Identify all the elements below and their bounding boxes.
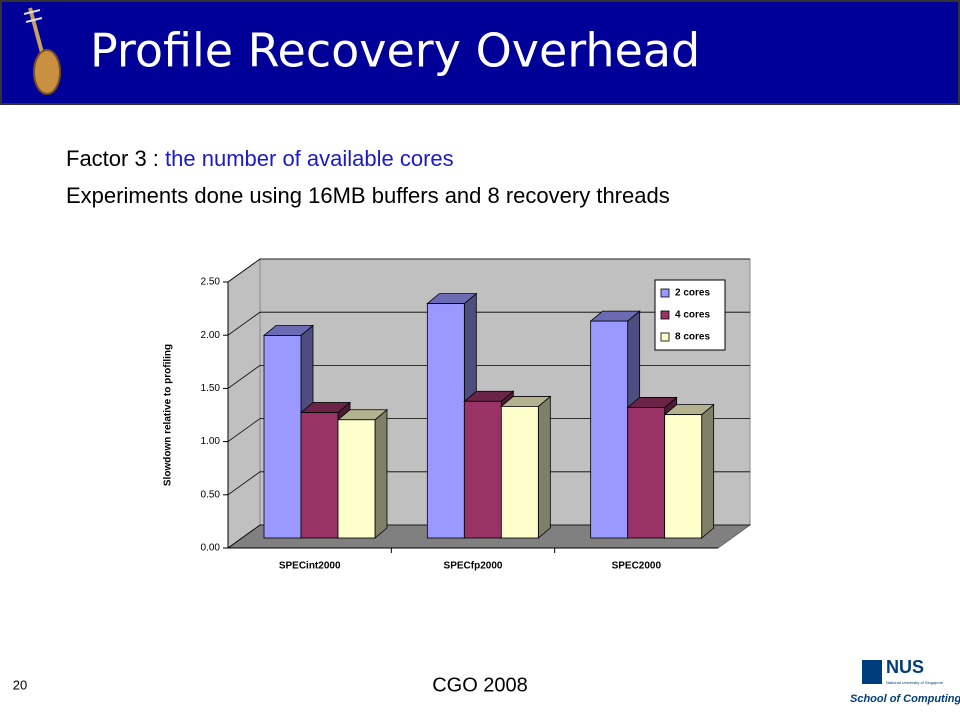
factor-line: Factor 3 : the number of available cores [66, 146, 454, 171]
bar [500, 406, 539, 539]
grid-line [227, 258, 750, 283]
bar [463, 400, 502, 539]
x-tick-label: SPECint2000 [279, 561, 341, 572]
legend-label: 8 cores [675, 332, 710, 343]
footer: CGO 2008 [432, 674, 528, 696]
bar-side [537, 395, 551, 539]
legend-label: 2 cores [675, 288, 710, 299]
page-number: 20 [13, 677, 27, 692]
logo-university: National University of Singapore [886, 680, 944, 685]
logo-name: NUS [886, 657, 924, 677]
legend-swatch [660, 310, 670, 320]
legend-label: 4 cores [675, 310, 710, 321]
x-tick-label: SPEC2000 [612, 561, 662, 572]
grid-line [227, 364, 750, 389]
logo-school: School of Computing [850, 693, 960, 705]
lute-icon [23, 7, 61, 95]
experiments-text: Experiments done using 16MB buffers and … [66, 183, 670, 208]
factor-prefix: Factor 3 : [66, 146, 165, 171]
bar-side [701, 403, 715, 539]
x-tick-label: SPECfp2000 [444, 561, 503, 572]
bar [300, 412, 339, 539]
bar [664, 414, 703, 539]
bar-side [374, 408, 388, 539]
chart: 0.00 0.50 1.00 1.50 2.00 2.50 Slowdown relativ… [163, 258, 752, 572]
grid-line [227, 524, 750, 549]
y-tick-label: 2.50 [201, 277, 221, 288]
factor-text: the number of available cores [165, 146, 454, 171]
y-tick-label: 1.00 [201, 436, 221, 447]
legend-swatch [660, 332, 670, 342]
header-band [0, 0, 960, 105]
y-tick-label: 2.00 [201, 330, 221, 341]
y-axis-title: Slowdown relative to profiling [163, 344, 174, 486]
nus-logo: NUS National University of Singapore Sch… [850, 657, 960, 705]
bar [426, 303, 465, 539]
bar [627, 407, 666, 539]
y-tick-label: 0.50 [201, 489, 221, 500]
y-tick-label: 0.00 [201, 543, 221, 554]
bar [590, 320, 629, 539]
slide-title: Profile Recovery Overhead [90, 24, 700, 78]
legend-swatch [660, 288, 670, 298]
logo-crest [862, 660, 882, 684]
bar [337, 419, 376, 539]
y-tick-label: 1.50 [201, 383, 221, 394]
side-wall [227, 258, 261, 549]
bar [263, 335, 302, 539]
grid-line [227, 471, 750, 496]
grid-line [227, 311, 750, 336]
grid-line [227, 418, 750, 442]
